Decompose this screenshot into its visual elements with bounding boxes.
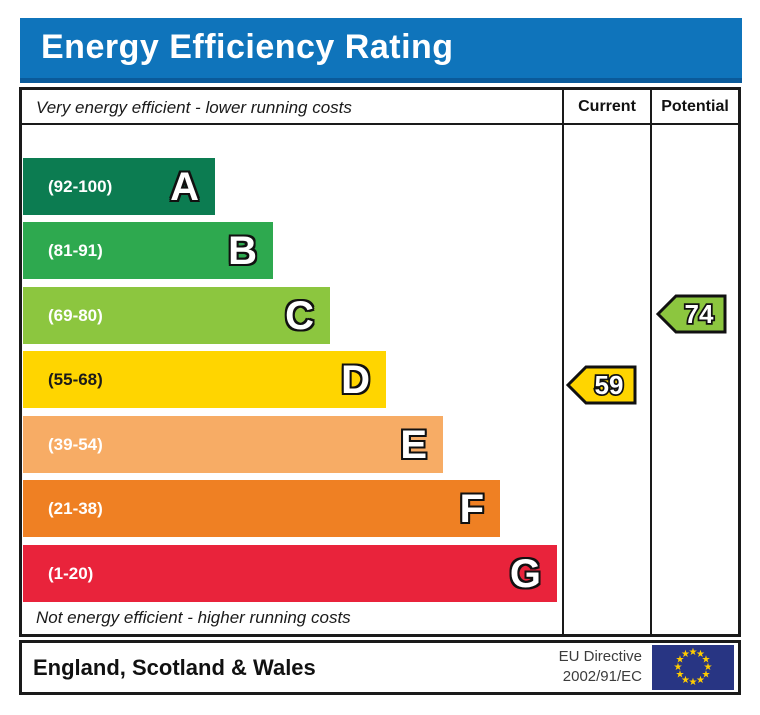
eu-star-icon [681, 650, 690, 660]
band-g: (1-20) G [23, 545, 557, 602]
band-e-letter: E [400, 422, 427, 467]
footer: England, Scotland & Wales EU Directive 2… [19, 640, 741, 695]
band-d-letter: D [341, 357, 370, 402]
rating-table: Current Potential Very energy efficient … [19, 87, 741, 637]
eu-directive-label: EU Directive 2002/91/EC [559, 647, 642, 687]
title-banner: Energy Efficiency Rating [20, 18, 742, 83]
band-c-range: (69-80) [48, 305, 103, 325]
eu-directive-line1: EU Directive [558, 648, 642, 665]
band-f-range: (21-38) [48, 498, 103, 518]
current-column-divider [562, 90, 564, 634]
band-e: (39-54) E [23, 416, 443, 473]
potential-column-divider [650, 90, 652, 634]
current-rating-arrow: 59 [566, 365, 637, 405]
band-a: (92-100) A [23, 158, 215, 215]
header-row-divider [22, 123, 738, 125]
band-g-letter: G [509, 551, 541, 596]
potential-rating-arrow: 74 [656, 294, 727, 334]
band-c: (69-80) C [23, 287, 330, 344]
top-caption: Very energy efficient - lower running co… [36, 98, 352, 117]
band-g-range: (1-20) [48, 563, 94, 583]
current-rating-value: 59 [595, 370, 624, 400]
band-a-range: (92-100) [48, 176, 113, 196]
eu-directive-line2: 2002/91/EC [562, 668, 642, 685]
bottom-caption: Not energy efficient - higher running co… [36, 608, 351, 627]
band-e-range: (39-54) [48, 434, 103, 454]
band-b: (81-91) B [23, 222, 273, 279]
current-arrow-shape [566, 365, 637, 405]
band-d: (55-68) D [23, 351, 386, 408]
band-f: (21-38) F [23, 480, 500, 537]
band-f-letter: F [459, 486, 484, 531]
potential-rating-value: 74 [685, 299, 714, 329]
band-b-range: (81-91) [48, 240, 103, 260]
band-d-range: (55-68) [48, 369, 103, 389]
current-column-header: Current [578, 97, 636, 115]
band-c-letter: C [285, 293, 314, 338]
band-a-letter: A [170, 164, 199, 209]
potential-arrow-shape [656, 294, 727, 334]
eu-flag-icon [652, 645, 734, 690]
page-title: Energy Efficiency Rating [41, 28, 454, 66]
band-b-letter: B [228, 228, 257, 273]
potential-column-header: Potential [661, 97, 729, 115]
region-label: England, Scotland & Wales [33, 654, 316, 680]
